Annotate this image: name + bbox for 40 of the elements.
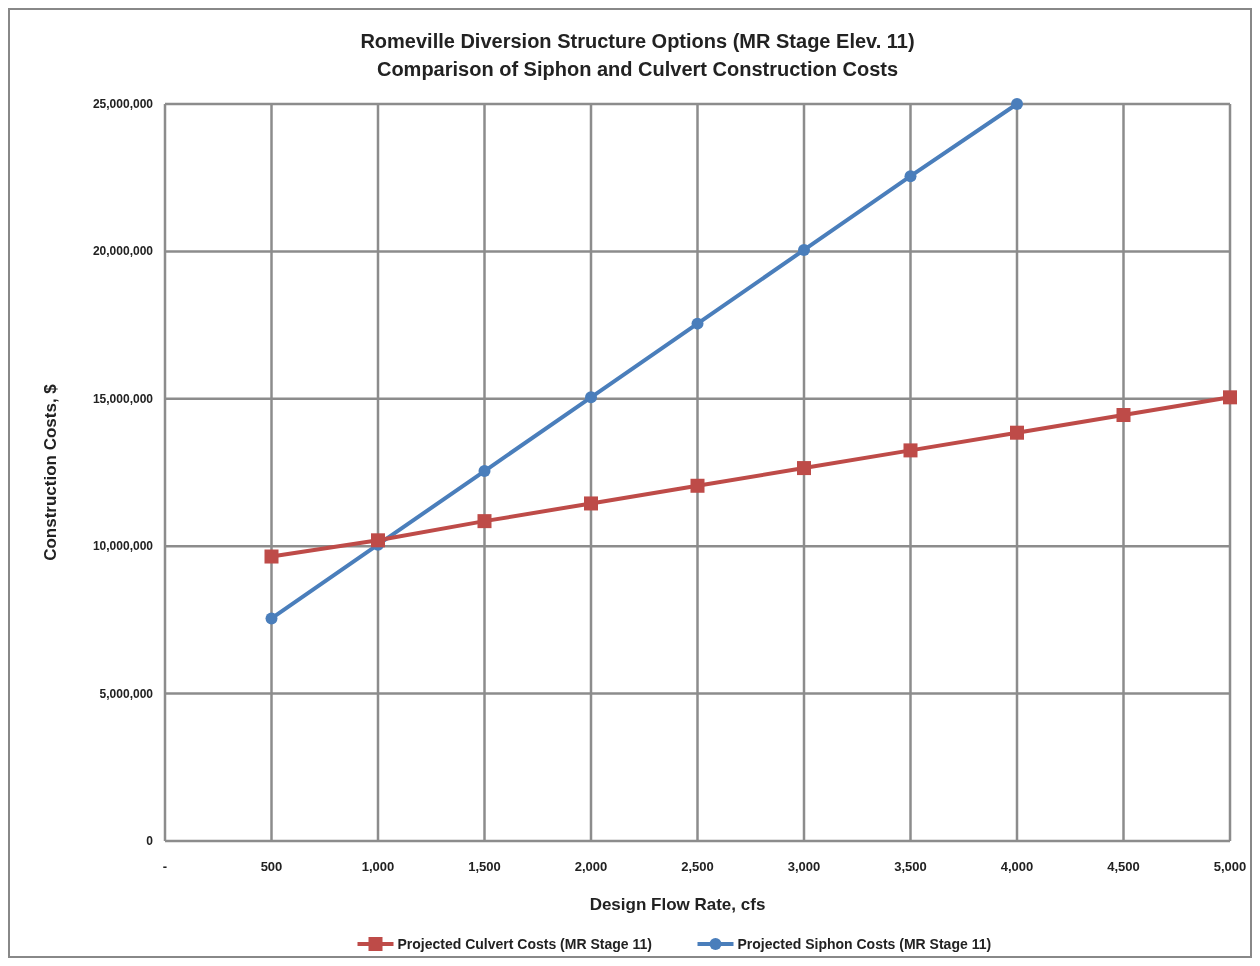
y-axis-title: Construction Costs, $ xyxy=(41,383,60,561)
x-tick-label: 2,000 xyxy=(574,859,608,874)
x-tick-label: 1,500 xyxy=(468,859,501,874)
y-tick-label: 5,000,000 xyxy=(99,686,154,701)
point xyxy=(691,317,704,330)
x-tick-label: 3,500 xyxy=(894,859,927,874)
x-tick-label: 5,000 xyxy=(1213,859,1247,874)
x-tick-label: 1,000 xyxy=(361,859,395,874)
point xyxy=(478,465,491,478)
y-tick-label: 20,000,000 xyxy=(92,244,154,259)
x-tick-label: 2,500 xyxy=(681,859,714,874)
x-tick-label: 3,000 xyxy=(787,859,821,874)
point xyxy=(264,549,279,564)
y-tick-label: 0 xyxy=(146,834,154,848)
point xyxy=(584,496,598,511)
point xyxy=(798,243,810,256)
point xyxy=(585,391,597,404)
point xyxy=(1223,390,1237,405)
point xyxy=(371,533,385,548)
x-tick-label: - xyxy=(162,859,168,874)
y-tick-label: 25,000,000 xyxy=(92,97,154,111)
point xyxy=(903,443,918,458)
chart-subtitle: Comparison of Siphon and Culvert Construction Costs xyxy=(376,58,899,80)
point xyxy=(1010,425,1024,440)
point xyxy=(1116,408,1131,423)
point xyxy=(265,612,278,625)
point xyxy=(690,478,705,493)
legend-label: Projected Siphon Costs (MR Stage 11) xyxy=(737,936,992,952)
x-tick-label: 4,000 xyxy=(1000,859,1034,874)
y-tick-label: 15,000,000 xyxy=(92,391,154,406)
point xyxy=(1011,98,1023,110)
point xyxy=(797,461,811,476)
legend-label: Projected Culvert Costs (MR Stage 11) xyxy=(397,936,652,952)
point xyxy=(477,514,492,529)
point xyxy=(904,170,917,183)
y-tick-label: 10,000,000 xyxy=(92,539,154,554)
x-tick-label: 500 xyxy=(260,859,283,874)
x-axis-title: Design Flow Rate, cfs xyxy=(589,895,766,914)
chart-title: Romeville Diversion Structure Options (MR Stage Elev. 11) xyxy=(360,30,915,52)
x-tick-label: 4,500 xyxy=(1107,859,1140,874)
